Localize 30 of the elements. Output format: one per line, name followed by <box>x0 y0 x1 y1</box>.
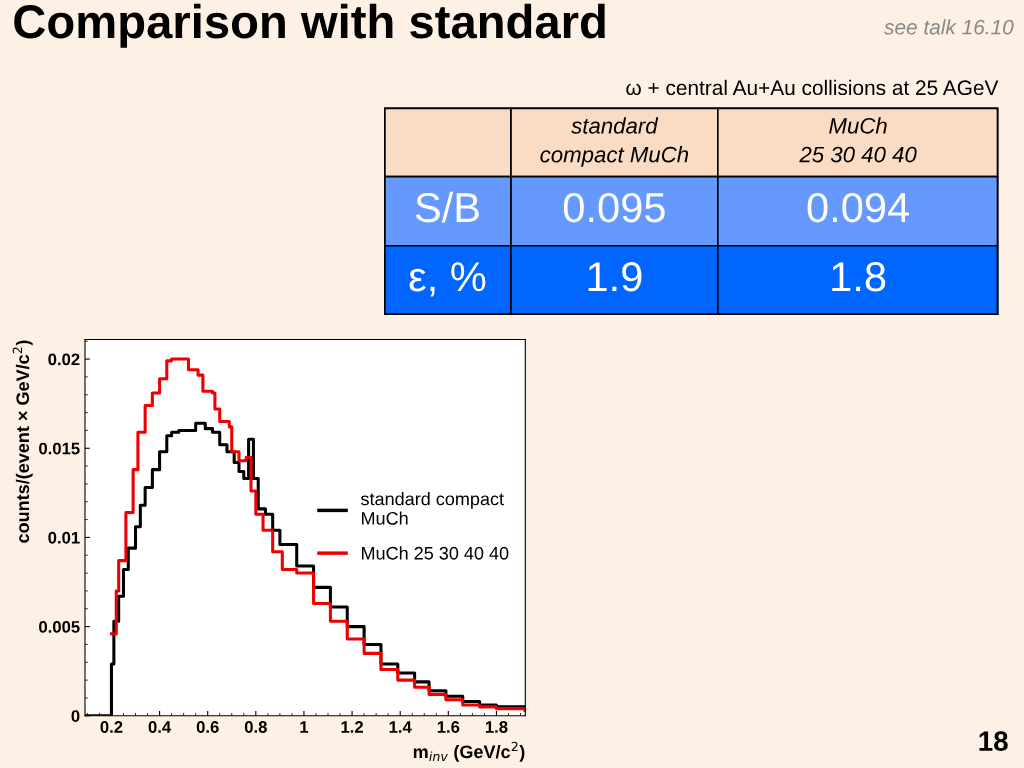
text: ω + central Au+Au collisions at 25 AGeV <box>626 79 999 96</box>
x-tick-label: 0.6 <box>196 721 219 733</box>
y-tick-label: 0.005 <box>39 621 80 633</box>
x-tick-label: 1.4 <box>389 721 412 733</box>
legend-label: standard compact MuCh <box>361 492 504 525</box>
text: 0.094 <box>807 192 910 223</box>
text: 0.095 <box>563 192 665 223</box>
category-label: ε, % <box>409 262 486 297</box>
x-tick-label: 1.6 <box>437 721 460 733</box>
x-tick-label: 1.8 <box>485 721 508 733</box>
x-tick-label: 0.4 <box>148 721 172 733</box>
y-tick-label: 0.01 <box>48 531 80 544</box>
category-label: standard compact MuCh <box>540 117 689 167</box>
category-label: MuCh 25 30 40 40 <box>799 117 917 163</box>
text: 1.8 <box>832 262 886 292</box>
x-tick-label: 0.2 <box>100 721 123 733</box>
y-tick-label: 0 <box>71 710 80 722</box>
x-axis-title: m$_{inv}$ (GeV/c$^{2}$) <box>413 741 525 762</box>
x-tick-label: 0.8 <box>244 721 267 733</box>
y-axis-title: counts/(event × GeV/c$^{2}$) <box>12 340 33 543</box>
chart-title: Comparison with standard <box>14 3 605 48</box>
text: 18 <box>979 731 1008 751</box>
legend-label: MuCh 25 30 40 40 <box>361 546 509 560</box>
y-tick-label: 0.015 <box>39 442 80 455</box>
text: 1.9 <box>588 262 642 292</box>
text: see talk 16.10 <box>884 19 1014 35</box>
x-tick-label: 1 <box>300 721 309 733</box>
category-label: S/B <box>415 191 479 223</box>
x-tick-label: 1.2 <box>341 721 363 733</box>
y-tick-label: 0.02 <box>48 353 80 366</box>
